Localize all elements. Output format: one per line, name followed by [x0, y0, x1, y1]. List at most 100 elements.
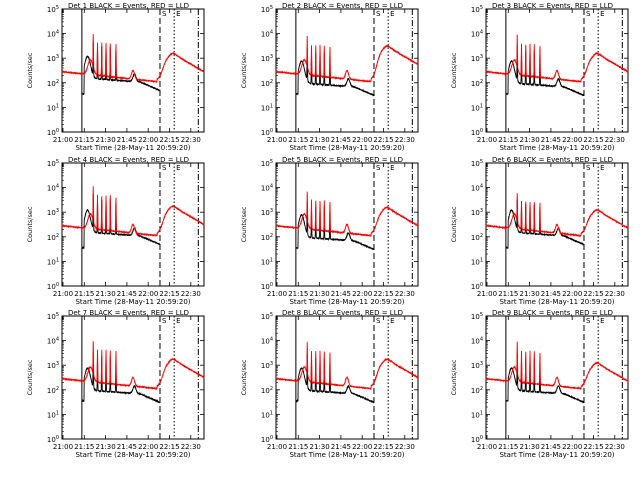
x-tick-label: 21:00 — [53, 443, 73, 451]
x-tick-label: 21:30 — [310, 136, 330, 144]
x-tick-label: 22:15 — [159, 136, 179, 144]
x-tick-label: 21:15 — [498, 290, 518, 298]
plot-frame — [485, 162, 629, 287]
y-tick-label: 100 — [47, 435, 59, 444]
y-tick-label: 100 — [471, 282, 483, 291]
y-tick-label: 105 — [261, 312, 273, 321]
x-tick-label: 21:30 — [96, 136, 116, 144]
y-tick-label: 103 — [261, 208, 273, 217]
y-tick-label: 100 — [47, 282, 59, 291]
y-tick-label: 105 — [47, 5, 59, 14]
y-tick-label: 103 — [261, 54, 273, 63]
y-tick-label: 104 — [261, 184, 273, 193]
x-tick-label: 21:00 — [477, 443, 497, 451]
y-tick-label: 104 — [471, 337, 483, 346]
x-tick-label: 22:00 — [138, 443, 158, 451]
chart-title: Det 8 BLACK = Events, RED = LLD — [282, 309, 403, 317]
y-tick-label: 104 — [47, 337, 59, 346]
x-tick-label: 21:00 — [267, 136, 287, 144]
x-tick-label: 21:30 — [520, 136, 540, 144]
plot-frame — [485, 315, 629, 440]
x-tick-label: 22:00 — [138, 136, 158, 144]
x-tick-label: 21:30 — [520, 443, 540, 451]
x-tick-label: 21:30 — [310, 290, 330, 298]
time-marker-label: E — [600, 317, 604, 325]
x-axis-label: Start Time (28-May-11 20:59:20) — [289, 298, 404, 306]
x-axis-label: Start Time (28-May-11 20:59:20) — [499, 298, 614, 306]
y-axis-label: Counts/sec — [240, 206, 248, 242]
x-tick-label: 22:15 — [583, 290, 603, 298]
x-tick-label: 22:30 — [605, 443, 625, 451]
x-tick-label: 21:00 — [477, 290, 497, 298]
x-tick-label: 21:15 — [74, 290, 94, 298]
time-marker-label: S — [162, 164, 167, 172]
series-lld-line — [61, 341, 205, 391]
series-events-line — [81, 193, 161, 250]
x-axis-label: Start Time (28-May-11 20:59:20) — [75, 144, 190, 152]
chart-title: Det 7 BLACK = Events, RED = LLD — [68, 309, 189, 317]
x-tick-label: 21:15 — [288, 443, 308, 451]
series-lld-line — [485, 341, 629, 391]
chart-title: Det 3 BLACK = Events, RED = LLD — [492, 2, 613, 10]
series-events-line — [295, 353, 375, 404]
x-tick-label: 21:15 — [498, 136, 518, 144]
chart-title: Det 9 BLACK = Events, RED = LLD — [492, 309, 613, 317]
y-tick-label: 105 — [471, 159, 483, 168]
y-tick-label: 105 — [261, 159, 273, 168]
y-axis-label: Counts/sec — [450, 359, 458, 395]
plot-frame — [485, 8, 629, 133]
x-tick-label: 21:45 — [117, 443, 137, 451]
chart-title: Det 6 BLACK = Events, RED = LLD — [492, 156, 613, 164]
y-tick-label: 104 — [47, 184, 59, 193]
y-tick-label: 102 — [471, 79, 483, 88]
y-tick-label: 103 — [47, 361, 59, 370]
x-tick-label: 22:00 — [562, 136, 582, 144]
y-tick-label: 102 — [471, 386, 483, 395]
x-tick-label: 22:15 — [583, 443, 603, 451]
x-tick-label: 22:30 — [181, 443, 201, 451]
series-lld-line — [275, 191, 419, 237]
y-tick-label: 101 — [471, 257, 483, 266]
series-lld-line — [275, 35, 419, 83]
x-tick-label: 21:00 — [267, 290, 287, 298]
time-marker-label: S — [586, 317, 591, 325]
x-tick-label: 21:45 — [541, 443, 561, 451]
x-tick-label: 21:00 — [477, 136, 497, 144]
time-marker-label: E — [390, 164, 394, 172]
chart-title: Det 2 BLACK = Events, RED = LLD — [282, 2, 403, 10]
x-tick-label: 22:00 — [352, 443, 372, 451]
plot-frame — [275, 162, 419, 287]
series-lld-line — [61, 33, 205, 84]
y-axis-label: Counts/sec — [26, 359, 34, 395]
x-axis-label: Start Time (28-May-11 20:59:20) — [499, 144, 614, 152]
x-tick-label: 21:30 — [310, 443, 330, 451]
y-tick-label: 104 — [471, 30, 483, 39]
plot-frame — [275, 8, 419, 133]
x-tick-label: 22:15 — [159, 443, 179, 451]
x-tick-label: 22:15 — [583, 136, 603, 144]
y-tick-label: 103 — [471, 54, 483, 63]
y-axis-label: Counts/sec — [450, 52, 458, 88]
time-marker-label: S — [162, 317, 167, 325]
x-tick-label: 21:15 — [288, 290, 308, 298]
x-tick-label: 21:00 — [53, 136, 73, 144]
x-tick-label: 21:45 — [541, 290, 561, 298]
y-tick-label: 101 — [471, 410, 483, 419]
x-tick-label: 21:30 — [96, 290, 116, 298]
time-marker-label: S — [376, 164, 381, 172]
x-tick-label: 22:15 — [373, 443, 393, 451]
x-tick-label: 21:30 — [520, 290, 540, 298]
y-tick-label: 100 — [261, 128, 273, 137]
y-axis-label: Counts/sec — [450, 206, 458, 242]
chart-title: Det 4 BLACK = Events, RED = LLD — [68, 156, 189, 164]
y-tick-label: 103 — [471, 361, 483, 370]
x-tick-label: 22:15 — [373, 290, 393, 298]
x-tick-label: 21:45 — [117, 136, 137, 144]
x-tick-label: 22:15 — [159, 290, 179, 298]
time-marker-label: E — [176, 164, 180, 172]
